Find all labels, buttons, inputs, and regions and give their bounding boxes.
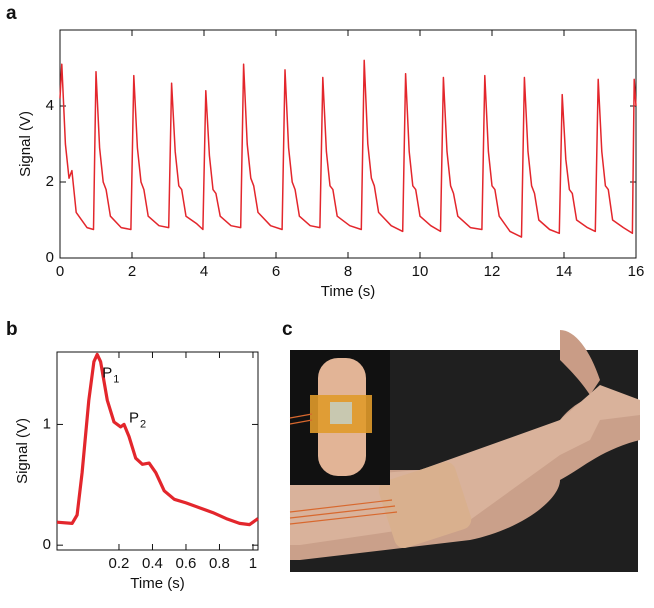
x-axis-label: Time (s) bbox=[130, 575, 184, 592]
annotation-sub: 2 bbox=[140, 418, 146, 430]
x-tick-label: 12 bbox=[484, 263, 501, 280]
annotation-text: P bbox=[102, 365, 112, 382]
y-tick-label: 0 bbox=[46, 249, 54, 266]
x-tick-label: 0.2 bbox=[109, 555, 130, 572]
x-tick-label: 0.6 bbox=[176, 555, 197, 572]
y-axis-label: Signal (V) bbox=[14, 418, 31, 484]
panel-label: b bbox=[6, 319, 18, 340]
y-tick-label: 0 bbox=[43, 536, 51, 553]
x-tick-label: 0.8 bbox=[209, 555, 230, 572]
plot-frame bbox=[56, 351, 259, 551]
x-tick-label: 6 bbox=[272, 263, 280, 280]
photo bbox=[289, 330, 640, 572]
annotation-text: P bbox=[129, 409, 139, 426]
annotation-sub: 1 bbox=[113, 374, 119, 386]
y-axis-label: Signal (V) bbox=[17, 111, 34, 177]
y-tick-label: 2 bbox=[46, 173, 54, 190]
panel-label: a bbox=[6, 3, 17, 24]
x-tick-label: 2 bbox=[128, 263, 136, 280]
x-axis-label: Time (s) bbox=[321, 283, 375, 300]
x-tick-label: 1 bbox=[249, 555, 257, 572]
x-tick-label: 10 bbox=[412, 263, 429, 280]
data-line bbox=[56, 352, 259, 527]
y-tick-label: 1 bbox=[43, 415, 51, 432]
x-tick-label: 8 bbox=[344, 263, 352, 280]
x-tick-label: 16 bbox=[628, 263, 645, 280]
y-tick-label: 4 bbox=[46, 97, 54, 114]
x-tick-label: 4 bbox=[200, 263, 208, 280]
x-tick-label: 0.4 bbox=[142, 555, 163, 572]
x-tick-label: 14 bbox=[556, 263, 573, 280]
panel-label: c bbox=[282, 319, 293, 340]
x-tick-label: 0 bbox=[56, 263, 64, 280]
data-line bbox=[59, 59, 637, 238]
